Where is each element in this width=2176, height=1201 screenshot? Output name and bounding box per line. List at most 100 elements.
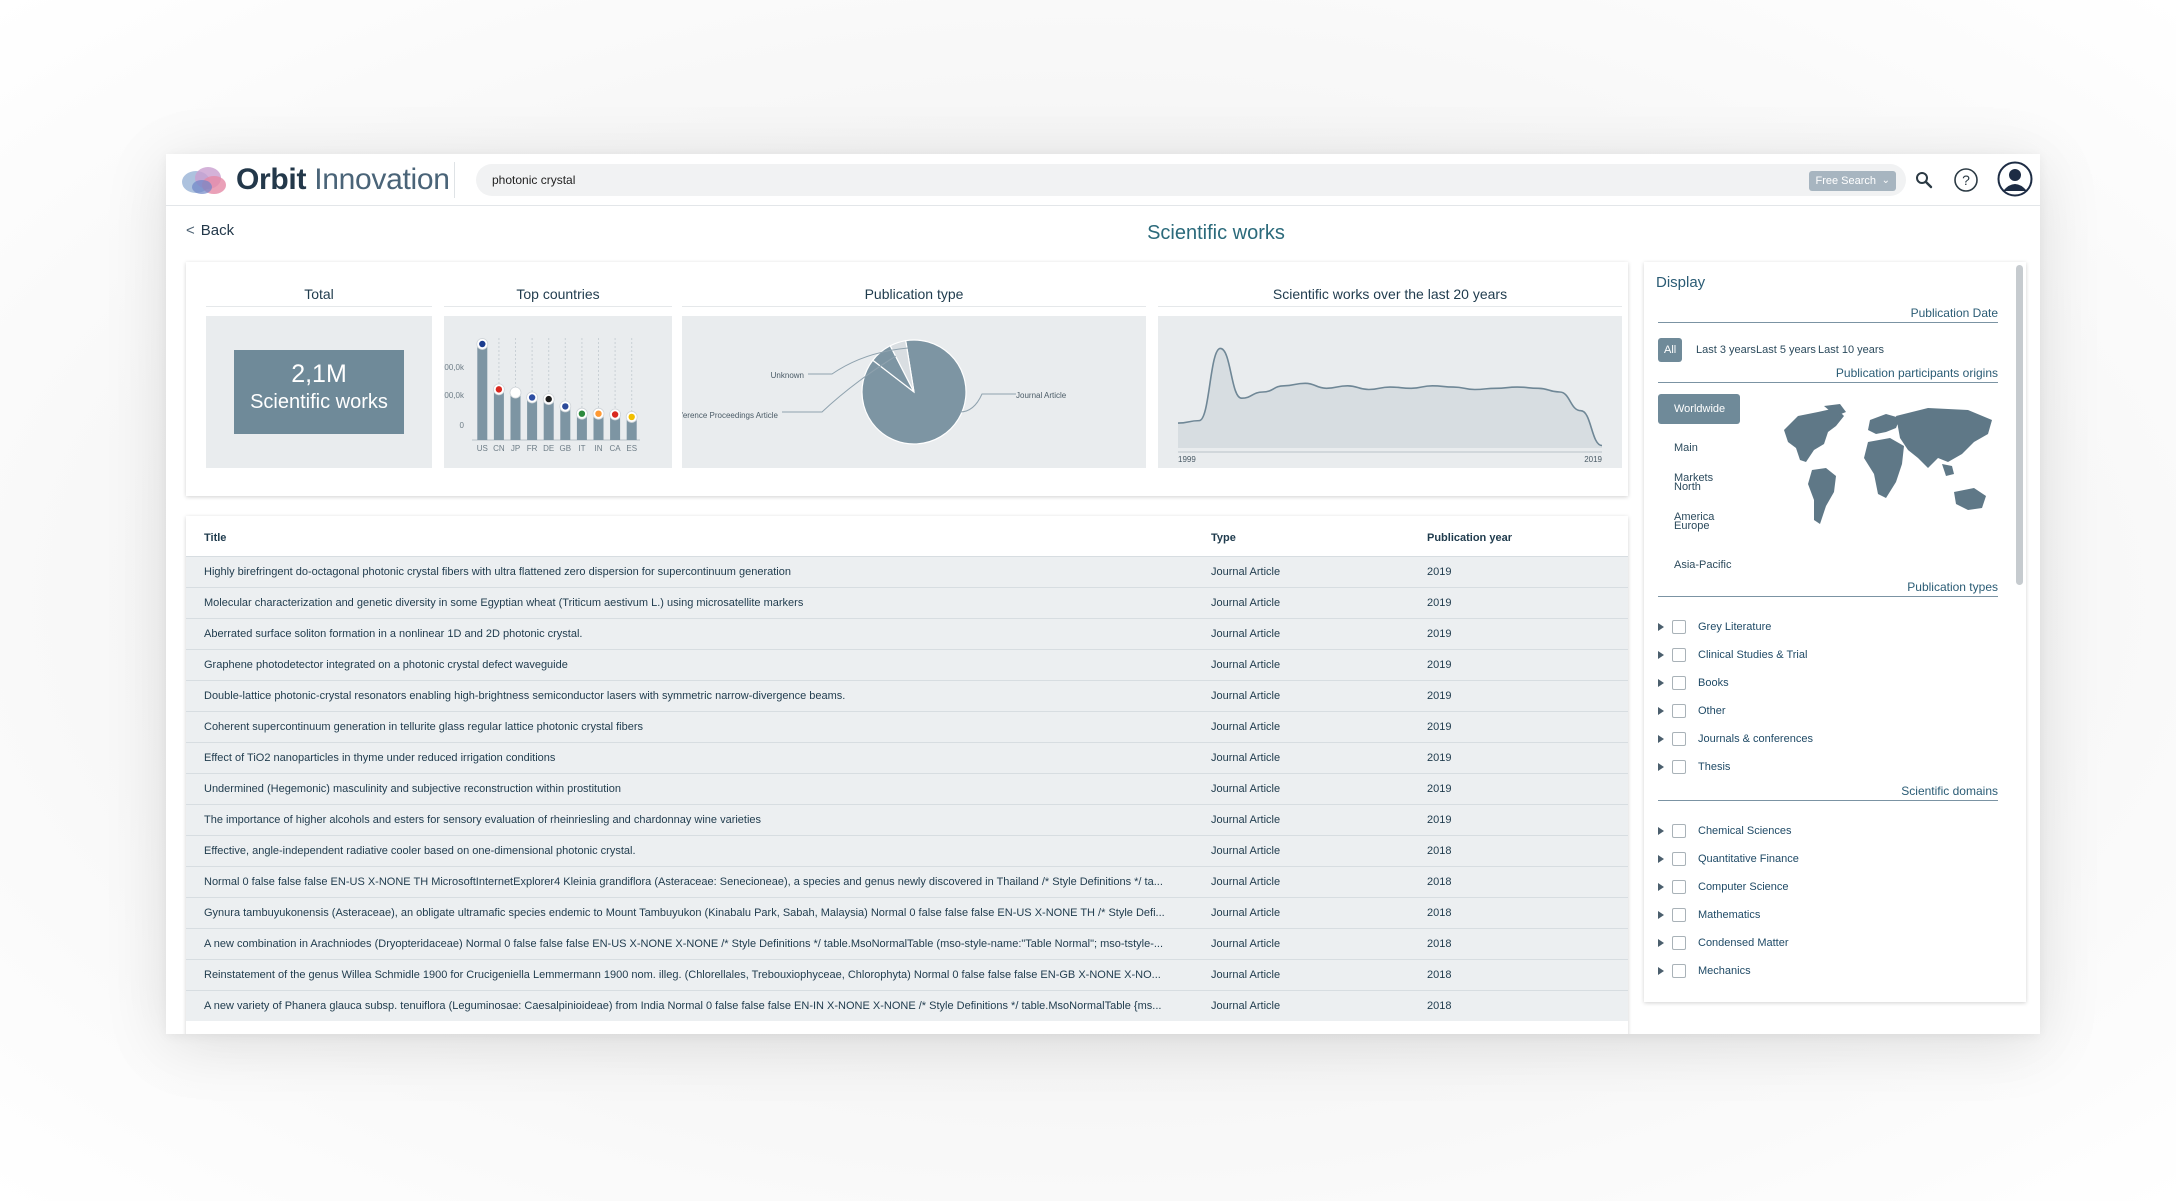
pubtype-pie-chart[interactable]: Journal Article Conference Proceedings Ar… [666, 316, 1146, 468]
total-badge[interactable]: 2,1M Scientific works [234, 350, 404, 434]
checkbox[interactable] [1672, 824, 1686, 838]
pub-type-item[interactable]: Journals & conferences [1658, 728, 1813, 750]
pub-type-item[interactable]: Thesis [1658, 756, 1730, 778]
table-row[interactable]: Graphene photodetector integrated on a p… [186, 649, 1628, 680]
table-row[interactable]: Undermined (Hegemonic) masculinity and s… [186, 773, 1628, 804]
expand-arrow-icon[interactable] [1658, 827, 1664, 835]
row-type: Journal Article [1211, 690, 1281, 702]
row-title[interactable]: A new combination in Arachniodes (Dryopt… [204, 938, 1164, 950]
help-icon[interactable]: ? [1952, 166, 1980, 194]
x-tick-label: US [477, 444, 488, 453]
date-filter-button[interactable]: Last 3 years [1696, 344, 1756, 356]
expand-arrow-icon[interactable] [1658, 967, 1664, 975]
expand-arrow-icon[interactable] [1658, 883, 1664, 891]
row-title[interactable]: Molecular characterization and genetic d… [204, 597, 804, 609]
world-map[interactable] [1778, 402, 2004, 552]
table-row[interactable]: Normal 0 false false false EN-US X-NONE … [186, 866, 1628, 897]
table-row[interactable]: Effective, angle-independent radiative c… [186, 835, 1628, 866]
table-row[interactable]: Double-lattice photonic-crystal resonato… [186, 680, 1628, 711]
row-year: 2019 [1427, 783, 1452, 795]
table-row[interactable]: The importance of higher alcohols and es… [186, 804, 1628, 835]
search-mode-dropdown[interactable]: Free Search ⌄ [1809, 171, 1896, 191]
checkbox[interactable] [1672, 648, 1686, 662]
domain-item[interactable]: Chemical Sciences [1658, 820, 1792, 842]
table-row[interactable]: A new variety of Phanera glauca subsp. t… [186, 990, 1628, 1021]
expand-arrow-icon[interactable] [1658, 763, 1664, 771]
domain-item[interactable]: Mechanics [1658, 960, 1751, 982]
pub-type-item[interactable]: Books [1658, 672, 1729, 694]
expand-arrow-icon[interactable] [1658, 939, 1664, 947]
checkbox[interactable] [1672, 852, 1686, 866]
expand-arrow-icon[interactable] [1658, 651, 1664, 659]
date-filter-button[interactable]: Last 5 years [1756, 344, 1816, 356]
row-title[interactable]: Graphene photodetector integrated on a p… [204, 659, 568, 671]
row-title[interactable]: Normal 0 false false false EN-US X-NONE … [204, 876, 1163, 888]
region-filter-button[interactable]: Asia-Pacific [1674, 559, 1732, 571]
pub-type-item[interactable]: Other [1658, 700, 1726, 722]
row-year: 2019 [1427, 566, 1452, 578]
timeline-area-chart[interactable]: 1999 2019 [1158, 316, 1622, 468]
col-header-type[interactable]: Type [1211, 532, 1236, 544]
row-title[interactable]: Aberrated surface soliton formation in a… [204, 628, 583, 640]
table-row[interactable]: Reinstatement of the genus Willea Schmid… [186, 959, 1628, 990]
orbit-logo[interactable]: Orbit Innovation [178, 162, 450, 198]
user-avatar-icon[interactable] [1996, 160, 2034, 198]
row-title[interactable]: Reinstatement of the genus Willea Schmid… [204, 969, 1161, 981]
checkbox[interactable] [1672, 760, 1686, 774]
region-filter-button[interactable]: North America [1674, 481, 1715, 523]
expand-arrow-icon[interactable] [1658, 623, 1664, 631]
row-year: 2019 [1427, 659, 1452, 671]
back-label: Back [200, 222, 235, 239]
checkbox[interactable] [1672, 732, 1686, 746]
countries-bar-chart[interactable]: 00,0k 00,0k 0 US CN JP FR DE GB IT IN CA ES [444, 316, 672, 468]
y-tick-label: 0 [460, 421, 465, 430]
table-row[interactable]: Effect of TiO2 nanoparticles in thyme un… [186, 742, 1628, 773]
table-row[interactable]: Gynura tambuyukonensis (Asteraceae), an … [186, 897, 1628, 928]
expand-arrow-icon[interactable] [1658, 679, 1664, 687]
date-filter-button[interactable]: All [1658, 338, 1683, 362]
search-icon[interactable] [1910, 166, 1938, 194]
table-row[interactable]: Highly birefringent do-octagonal photoni… [186, 556, 1628, 587]
region-filter-button[interactable]: Worldwide [1658, 394, 1740, 424]
expand-arrow-icon[interactable] [1658, 855, 1664, 863]
row-title[interactable]: The importance of higher alcohols and es… [204, 814, 762, 826]
date-filter-button[interactable]: Last 10 years [1818, 344, 1885, 356]
checkbox[interactable] [1672, 880, 1686, 894]
expand-arrow-icon[interactable] [1658, 735, 1664, 743]
row-title[interactable]: Double-lattice photonic-crystal resonato… [204, 690, 846, 702]
row-title[interactable]: Highly birefringent do-octagonal photoni… [204, 566, 791, 578]
checkbox[interactable] [1672, 704, 1686, 718]
back-link[interactable]: < Back [186, 222, 234, 239]
pub-type-item[interactable]: Grey Literature [1658, 616, 1771, 638]
checkbox[interactable] [1672, 964, 1686, 978]
row-title[interactable]: Effective, angle-independent radiative c… [204, 845, 636, 857]
panel-scrollbar[interactable] [2016, 265, 2023, 585]
checkbox[interactable] [1672, 936, 1686, 950]
expand-arrow-icon[interactable] [1658, 707, 1664, 715]
row-title[interactable]: Undermined (Hegemonic) masculinity and s… [204, 783, 621, 795]
row-title[interactable]: A new variety of Phanera glauca subsp. t… [204, 1000, 1162, 1012]
checkbox[interactable] [1672, 908, 1686, 922]
col-header-year[interactable]: Publication year [1427, 532, 1512, 544]
pub-type-item[interactable]: Clinical Studies & Trial [1658, 644, 1807, 666]
row-title[interactable]: Coherent supercontinuum generation in te… [204, 721, 644, 733]
x-tick-label: FR [527, 444, 538, 453]
region-filter-button[interactable]: Main Markets [1674, 442, 1714, 484]
table-row[interactable]: Coherent supercontinuum generation in te… [186, 711, 1628, 742]
table-row[interactable]: A new combination in Arachniodes (Dryopt… [186, 928, 1628, 959]
domain-item[interactable]: Computer Science [1658, 876, 1789, 898]
table-row[interactable]: Aberrated surface soliton formation in a… [186, 618, 1628, 649]
search-input[interactable]: photonic crystal [492, 173, 576, 187]
search-bar[interactable]: photonic crystal Free Search ⌄ [476, 164, 1906, 196]
region-filter-button[interactable]: Europe [1674, 520, 1710, 532]
row-title[interactable]: Effect of TiO2 nanoparticles in thyme un… [204, 752, 556, 764]
checkbox[interactable] [1672, 620, 1686, 634]
domain-item[interactable]: Mathematics [1658, 904, 1760, 926]
row-title[interactable]: Gynura tambuyukonensis (Asteraceae), an … [204, 907, 1165, 919]
expand-arrow-icon[interactable] [1658, 911, 1664, 919]
table-row[interactable]: Molecular characterization and genetic d… [186, 587, 1628, 618]
col-header-title[interactable]: Title [204, 532, 227, 544]
domain-item[interactable]: Condensed Matter [1658, 932, 1789, 954]
checkbox[interactable] [1672, 676, 1686, 690]
domain-item[interactable]: Quantitative Finance [1658, 848, 1799, 870]
